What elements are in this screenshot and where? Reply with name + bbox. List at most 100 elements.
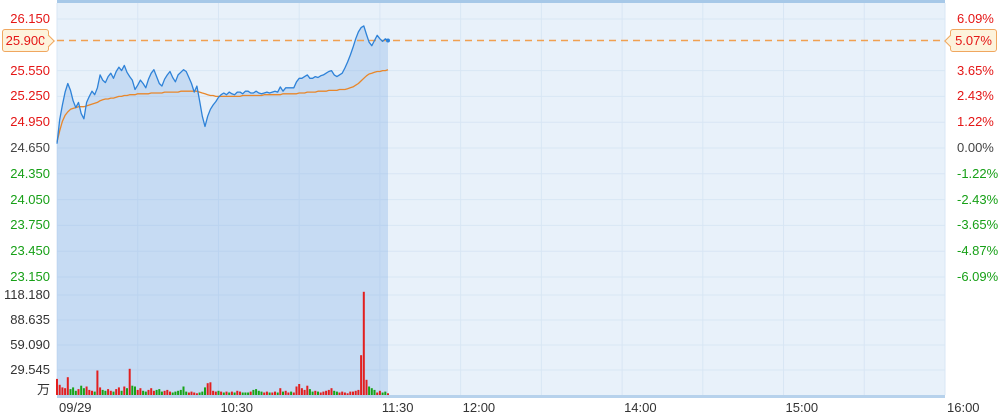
volume-bar xyxy=(212,390,215,395)
volume-bar xyxy=(311,391,314,395)
price-axis-label: 26.150 xyxy=(10,11,50,26)
percent-axis-label: -4.87% xyxy=(957,243,999,259)
volume-bar xyxy=(352,391,354,395)
plot-background xyxy=(57,0,945,397)
volume-bar xyxy=(257,390,260,395)
volume-axis-label: 118.180 xyxy=(3,287,50,302)
volume-bar xyxy=(282,391,284,395)
volume-bar xyxy=(115,389,118,395)
volume-bar xyxy=(82,388,85,395)
volume-bar xyxy=(376,392,379,395)
time-axis-label: 12:00 xyxy=(462,400,496,415)
price-axis-label: 23.450 xyxy=(10,243,50,259)
volume-bar xyxy=(80,385,83,395)
percent-axis-label: 1.22% xyxy=(957,114,994,130)
volume-bar xyxy=(265,391,268,395)
volume-bar xyxy=(120,390,123,395)
time-axis-label: 09/29 xyxy=(59,400,92,415)
volume-bar xyxy=(260,391,263,395)
volume-bar xyxy=(220,391,223,395)
price-axis-label: 23.750 xyxy=(10,217,50,233)
volume-bar xyxy=(333,390,336,395)
volume-bar xyxy=(274,391,276,395)
volume-bar xyxy=(330,388,333,395)
volume-bar xyxy=(101,389,104,395)
volume-axis-label: 88.635 xyxy=(10,312,50,327)
volume-bar xyxy=(252,389,255,395)
volume-bar xyxy=(314,390,317,395)
volume-bar xyxy=(279,388,282,395)
volume-bar xyxy=(64,388,67,395)
price-axis-label: 25.250 xyxy=(10,88,50,104)
volume-bar xyxy=(263,392,266,395)
volume-bar xyxy=(244,392,247,395)
volume-bar xyxy=(56,378,58,395)
volume-bar xyxy=(335,391,338,395)
volume-bar xyxy=(341,391,344,395)
current-price-tag: 25.900 xyxy=(2,29,49,52)
volume-bar xyxy=(378,390,381,395)
volume-bar xyxy=(357,389,360,395)
volume-bar xyxy=(126,388,128,395)
time-axis-label: 11:30 xyxy=(381,400,414,415)
volume-bar xyxy=(201,391,204,395)
volume-bar xyxy=(365,379,368,395)
volume-unit-label: 万 xyxy=(36,382,50,397)
volume-bar xyxy=(373,389,376,395)
current-change-pct-tag: 5.07% xyxy=(950,29,997,52)
volume-bar xyxy=(193,392,196,395)
volume-bar xyxy=(384,391,387,395)
volume-bar xyxy=(134,386,136,395)
volume-bar xyxy=(155,389,158,395)
volume-bar xyxy=(123,386,126,395)
volume-bar xyxy=(292,392,295,395)
volume-bar xyxy=(306,385,309,395)
volume-bar xyxy=(190,391,193,395)
volume-bar xyxy=(107,389,110,395)
volume-bar xyxy=(308,389,311,395)
volume-bar xyxy=(77,389,80,395)
volume-bar xyxy=(171,392,174,395)
percent-axis-label: 3.65% xyxy=(957,62,994,78)
volume-bar xyxy=(152,390,155,395)
volume-bar xyxy=(195,393,198,395)
price-axis-label: 24.050 xyxy=(10,191,50,207)
volume-bar xyxy=(255,389,258,395)
time-axis-label: 10:30 xyxy=(220,400,253,415)
volume-bar xyxy=(217,390,220,395)
volume-bar xyxy=(360,355,363,395)
volume-bar xyxy=(249,391,252,395)
volume-bar xyxy=(214,391,217,395)
volume-bar xyxy=(322,391,325,395)
volume-bar xyxy=(147,389,150,395)
volume-bar xyxy=(93,391,96,395)
volume-bar xyxy=(287,392,290,395)
volume-bar xyxy=(276,392,279,395)
volume-bar xyxy=(187,392,190,395)
volume-bar xyxy=(179,389,182,395)
volume-bar xyxy=(346,393,349,395)
price-axis-label: 24.350 xyxy=(10,165,50,181)
price-axis-label: 23.150 xyxy=(10,269,50,284)
volume-bar xyxy=(61,387,64,395)
volume-bar xyxy=(74,390,77,395)
volume-bar xyxy=(177,390,180,395)
volume-bar xyxy=(104,390,107,395)
volume-bar xyxy=(166,389,169,395)
volume-bar xyxy=(387,393,389,395)
volume-bar xyxy=(72,387,75,395)
volume-bar xyxy=(241,392,244,395)
volume-bar xyxy=(109,390,112,395)
volume-bar xyxy=(222,392,225,395)
volume-bar xyxy=(271,392,274,395)
volume-axis-label: 59.090 xyxy=(10,337,50,352)
volume-bar xyxy=(233,392,236,395)
percent-axis-label: -2.43% xyxy=(957,191,999,207)
volume-bar xyxy=(354,390,357,395)
volume-bar xyxy=(117,387,120,395)
volume-bar xyxy=(298,384,301,395)
volume-bar xyxy=(319,392,322,395)
volume-bar xyxy=(325,390,328,395)
volume-bar xyxy=(158,389,161,395)
